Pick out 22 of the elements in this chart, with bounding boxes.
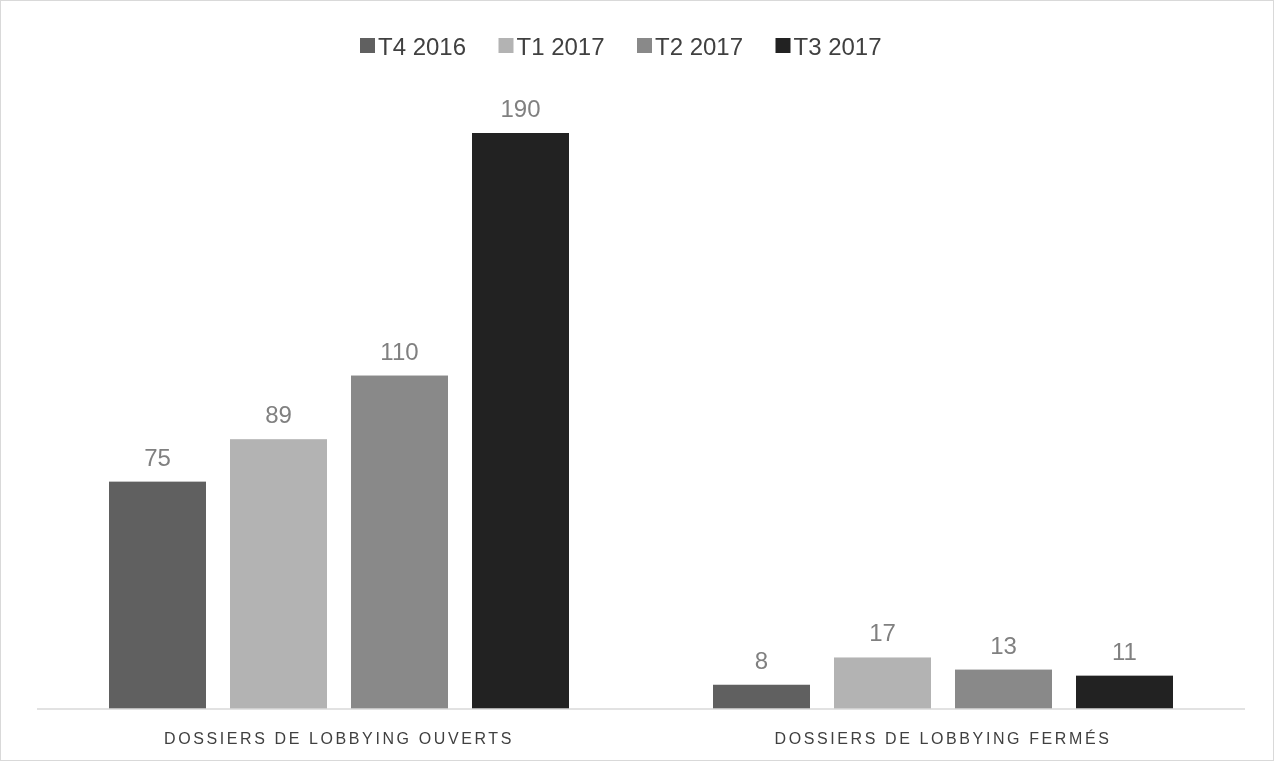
- data-label: 13: [990, 631, 1017, 659]
- data-label: 75: [144, 443, 171, 471]
- legend-label: T3 2017: [793, 33, 882, 60]
- bar: [472, 133, 569, 709]
- bar: [834, 657, 931, 709]
- x-tick-label: DOSSIERS DE LOBBYING OUVERTS: [164, 730, 514, 747]
- bar: [109, 481, 206, 709]
- bar: [351, 375, 448, 709]
- data-label: 110: [380, 337, 419, 365]
- bar: [955, 669, 1052, 709]
- bar: [230, 439, 327, 709]
- legend-label: T4 2016: [378, 33, 467, 60]
- data-label: 8: [754, 646, 769, 674]
- x-tick-label: DOSSIERS DE LOBBYING FERMÉS: [774, 729, 1112, 747]
- bar: [1076, 675, 1173, 709]
- data-label: 89: [265, 401, 292, 429]
- data-label: 190: [500, 95, 541, 122]
- bar: [713, 684, 810, 709]
- legend-label: T2 2017: [655, 33, 744, 60]
- data-label: 11: [1112, 637, 1137, 665]
- legend-label: T1 2017: [516, 33, 605, 60]
- data-label: 17: [869, 619, 896, 647]
